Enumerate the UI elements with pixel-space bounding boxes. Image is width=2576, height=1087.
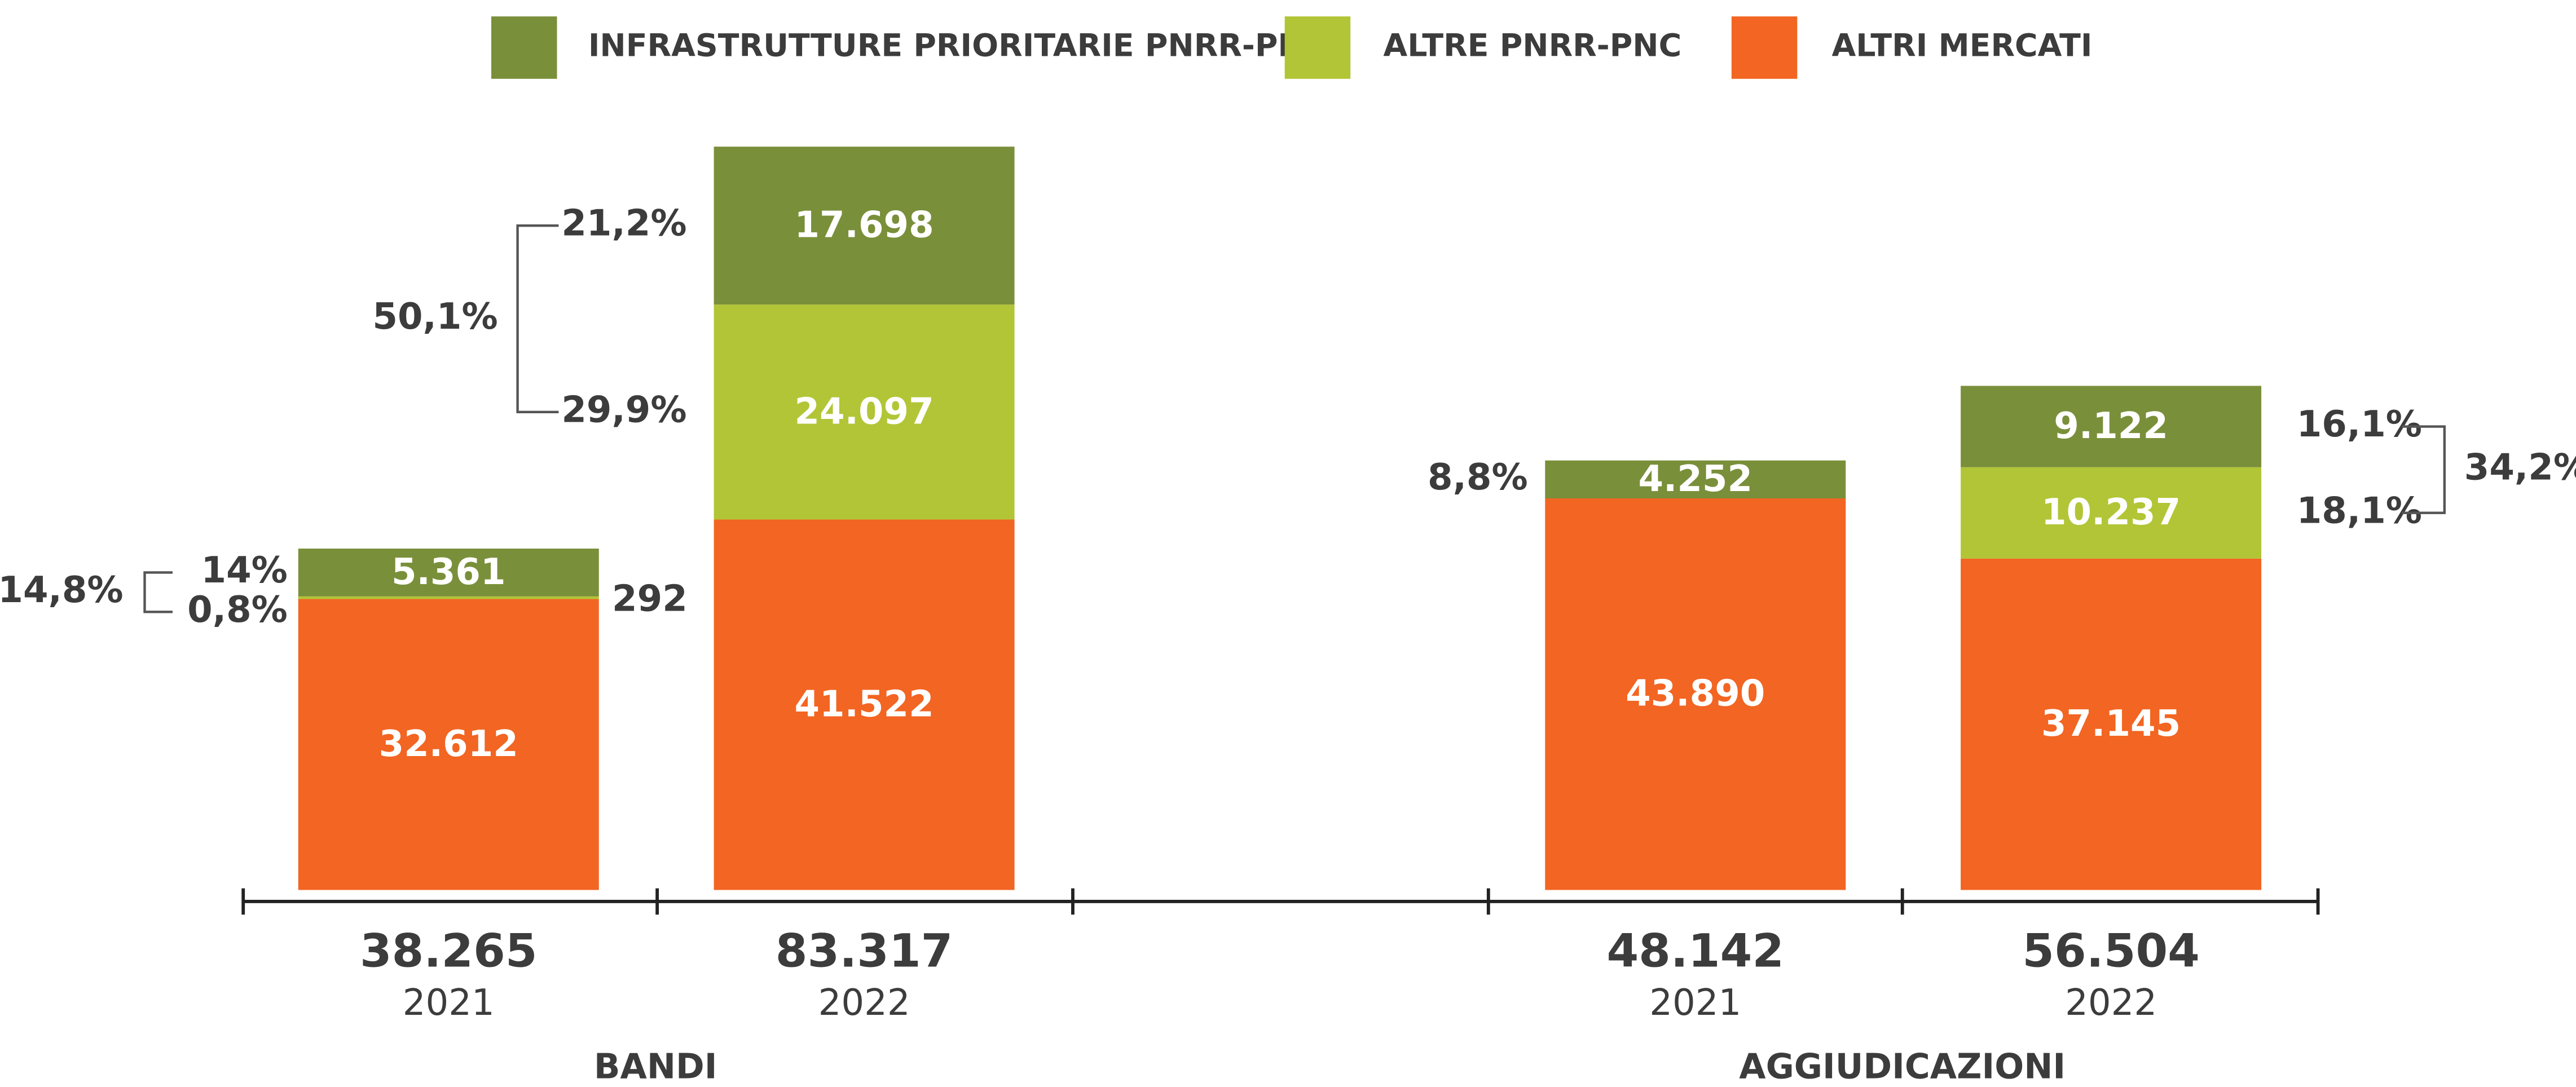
legend-swatch — [1731, 16, 1798, 79]
value-label: 41.522 — [794, 683, 933, 725]
total-label: 56.504 — [2022, 925, 2200, 978]
legend-swatch — [491, 16, 557, 79]
bar-segment — [714, 147, 1015, 305]
value-label: 5.361 — [391, 551, 506, 593]
value-label: 292 — [612, 578, 688, 620]
share-label: 16,1% — [2297, 404, 2422, 445]
share-label: 8,8% — [1428, 457, 1528, 498]
share-label: 21,2% — [561, 203, 686, 245]
x-tick-label: 2022 — [2065, 982, 2157, 1024]
group-label: AGGIUDICAZIONI — [1739, 1047, 2066, 1087]
value-label: 32.612 — [379, 723, 518, 765]
value-label: 9.122 — [2054, 405, 2168, 447]
total-label: 83.317 — [776, 925, 953, 978]
legend-label: ALTRI MERCATI — [1831, 28, 2092, 64]
bar-segment — [1961, 467, 2262, 559]
x-tick-label: 2021 — [1649, 982, 1741, 1024]
share-label: 14% — [201, 550, 288, 591]
bracket — [143, 571, 173, 613]
share-label: 18,1% — [2297, 490, 2422, 532]
legend-label: INFRASTRUTTURE PRIORITARIE PNRR-PNC — [588, 28, 1327, 64]
combined-share-label: 14,8% — [0, 569, 124, 611]
bar-segment — [298, 549, 599, 596]
bar-segment — [298, 599, 599, 890]
x-tick-label: 2022 — [818, 982, 910, 1024]
combined-share-label: 50,1% — [372, 296, 497, 338]
combined-share-label: 34,2% — [2464, 447, 2576, 489]
bar-segment — [1961, 386, 2262, 467]
bar-segment — [714, 519, 1015, 890]
bar-segment — [714, 304, 1015, 520]
bar-segment — [1545, 498, 1846, 890]
bar-segment — [1961, 558, 2262, 890]
share-label: 29,9% — [561, 389, 686, 431]
total-label: 38.265 — [360, 925, 538, 978]
value-label: 24.097 — [794, 391, 933, 432]
bracket — [2402, 425, 2446, 514]
value-label: 43.890 — [1626, 673, 1765, 715]
share-label: 0,8% — [187, 589, 288, 631]
x-tick-label: 2021 — [403, 982, 495, 1024]
legend-label: ALTRE PNRR-PNC — [1383, 28, 1681, 64]
value-label: 17.698 — [794, 205, 933, 246]
bar-segment — [1545, 460, 1846, 498]
value-label: 37.145 — [2041, 703, 2181, 745]
bar-segment — [298, 596, 599, 599]
group-label: BANDI — [594, 1047, 717, 1087]
value-label: 4.252 — [1638, 458, 1752, 500]
bracket — [516, 224, 559, 414]
value-label: 10.237 — [2041, 492, 2181, 533]
total-label: 48.142 — [1606, 925, 1784, 978]
legend-swatch — [1284, 16, 1351, 79]
